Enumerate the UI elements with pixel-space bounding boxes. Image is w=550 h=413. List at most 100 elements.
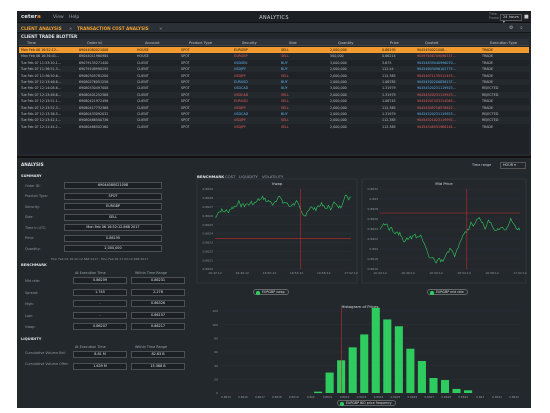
column-header[interactable]: Product Type (189, 40, 213, 45)
column-header[interactable]: Side (289, 40, 297, 45)
table-cell: 0.86195 (382, 48, 396, 52)
histogram-bar (429, 378, 438, 393)
tab-client-analysis[interactable]: CLIENT ANALYSIS (21, 25, 62, 31)
table-cell: 69080276051256 (79, 80, 109, 84)
hours-select[interactable]: 24 hours ▾ (500, 14, 522, 24)
table-row[interactable]: Tue Feb 07 12:13:51.1... 69080421972496 CL… (19, 98, 529, 104)
table-row[interactable]: Tue Feb 07 12:14:08.6... 69080330497008 CL… (19, 85, 529, 91)
benchmark-label: High: (25, 302, 34, 306)
column-header[interactable]: Quantity (338, 40, 354, 45)
table-cell: SELL (281, 124, 289, 129)
column-header[interactable]: Execution Type (490, 40, 518, 45)
column-header[interactable]: Order Id (87, 40, 102, 45)
liquidity-value: 8.81 M (73, 351, 127, 358)
table-cell: TRADE (482, 105, 494, 110)
column-header[interactable]: Account (145, 40, 160, 45)
x-tick-label: 0.8629 (458, 395, 468, 399)
y-tick-label: 0.863 (369, 197, 378, 201)
menu-help[interactable]: Help (69, 15, 80, 20)
column-header[interactable]: Security (242, 40, 257, 45)
tab-transaction-cost-analysis[interactable]: TRANSACTION COST ANALYSIS (77, 25, 149, 31)
benchmark-label: Spread: (25, 290, 39, 295)
y-tick-label: 0.8627 (203, 205, 214, 209)
table-cell: CLIENT (137, 86, 149, 91)
table-cell: 69079108990295 (79, 67, 109, 72)
table-row[interactable]: Tue Feb 07 12:11:44.2... 69080466502160 CL… (19, 124, 529, 130)
benchmark-value: 0.86209 (73, 277, 127, 284)
table-cell: SPOT (181, 86, 190, 91)
histogram-bar (406, 348, 415, 393)
table-cell: USDJPY (234, 118, 246, 123)
column-header[interactable]: Quotelt (425, 40, 439, 45)
legend-mid-rate[interactable]: EURGBP mid rate (427, 289, 468, 295)
table-cell: USDJPY (234, 105, 246, 110)
table-row[interactable]: Tue Feb 07 12:13:36.5... 69080433092032 CL… (19, 111, 529, 117)
table-cell: Tue Feb 07 12:13:42.1... (21, 118, 61, 123)
table-cell: SPOT (181, 60, 190, 65)
x-tick-label: 16:46:12 (401, 271, 415, 275)
tab-liquidity[interactable]: LIQUIDITY (239, 174, 258, 179)
legend-bid-frequency[interactable]: EURGBP BID price frequency (337, 400, 396, 406)
benchmark-label: Vwap: (25, 325, 36, 329)
column-header[interactable]: Time (27, 40, 36, 45)
liquidity-title: LIQUIDITY (21, 337, 42, 341)
histogram-bar (464, 390, 473, 393)
table-cell: TRADE (482, 54, 494, 59)
histogram-bar (383, 319, 392, 393)
table-cell: CLIENT (137, 105, 149, 110)
x-tick-label: 0.8625 (391, 395, 401, 399)
y-tick-label: 0.8622 (203, 249, 214, 253)
table-cell: CLIENT (137, 80, 149, 84)
table-cell: EURGBP (234, 48, 248, 52)
gear-icon[interactable]: ⚙ (509, 25, 514, 31)
summary-value: EURGBP (64, 203, 162, 210)
x-tick-label: 16:54:12 (290, 271, 304, 275)
table-row[interactable]: Tue Feb 07 12:13:52.3... 69080417732368 CL… (19, 104, 529, 111)
table-cell: HOUSE (137, 48, 149, 52)
close-icon[interactable]: ✕ (69, 25, 73, 31)
table-row[interactable]: Tue Feb 07 11:33:20.1... 69079135271440 CL… (19, 60, 529, 66)
table-row[interactable]: Tue Feb 07 12:13:46.6... 69080401252368 CL… (19, 91, 529, 99)
column-header[interactable]: Price (390, 40, 399, 45)
benchmark-label: Low: (25, 313, 33, 318)
tab-benchmark[interactable]: BENCHMARK (197, 174, 225, 179)
y-tick-label: 0.8620 (203, 267, 214, 271)
table-cell: 90454520231119923... (417, 92, 456, 97)
table-cell: 2,000,000 (330, 48, 347, 52)
trade-blotter-table: Time Order Id Account Product Type Security S… (19, 39, 529, 154)
table-row[interactable]: Tue Feb 07 12:13:46.6... 69080276051256 CL… (19, 79, 529, 86)
table-cell: 2,000,000 (330, 80, 347, 84)
benchmark-value: - (73, 311, 127, 319)
time-range-select[interactable]: HOUR ▾ (500, 162, 526, 169)
benchmark-label: Mid rate: (25, 279, 41, 283)
summary-value: SELL (64, 213, 162, 221)
table-row[interactable]: Mon Feb 06 16:36:41... 69044011960984 HOUS… (19, 53, 529, 60)
table-cell: 90454502200836137... (417, 80, 456, 84)
summary-label: Side: (25, 215, 34, 219)
user-icon[interactable]: ■ (524, 14, 529, 20)
close-icon[interactable]: ✕ (159, 25, 163, 31)
table-cell: 1.31979 (382, 112, 396, 116)
table-cell: 69080466500736 (79, 118, 109, 123)
table-cell: HOUSE (137, 54, 149, 59)
table-cell: Tue Feb 07 12:13:52.3... (21, 105, 61, 110)
summary-value: SPOT (64, 192, 162, 200)
tab-volatility[interactable]: VOLATILITY (262, 174, 284, 179)
table-row[interactable]: Tue Feb 07 12:13:42.1... 69080466500736 CL… (19, 117, 529, 124)
summary-value: 69044080021008 (64, 182, 162, 189)
legend-vwap[interactable]: EURGBP vwap (253, 289, 289, 295)
table-row[interactable]: Tue Feb 07 11:36:50.6... 69080305781200 CL… (19, 73, 529, 79)
menu-view[interactable]: View (53, 15, 64, 20)
panel-divider[interactable] (17, 156, 531, 158)
summary-value: 0.86195 (64, 234, 162, 242)
table-cell: USDJPY (234, 73, 246, 78)
search-icon[interactable]: ⌕ (520, 25, 523, 31)
table-cell: 112.385 (382, 124, 396, 129)
table-cell: 69080401252368 (79, 92, 109, 97)
x-tick-label: 0.8619 (289, 395, 299, 399)
tab-cost[interactable]: COST (225, 174, 236, 179)
summary-value: Mon Feb 06 16:52:12.868 2017 (64, 224, 162, 231)
table-row[interactable]: Tue Feb 07 11:36:51.3... 69079108990295 CL… (19, 66, 529, 73)
table-row[interactable]: Mon Feb 06 16:52:12... 69044080021008 HOUS… (19, 47, 529, 54)
y-tick-label: 0.8618 (368, 257, 379, 261)
